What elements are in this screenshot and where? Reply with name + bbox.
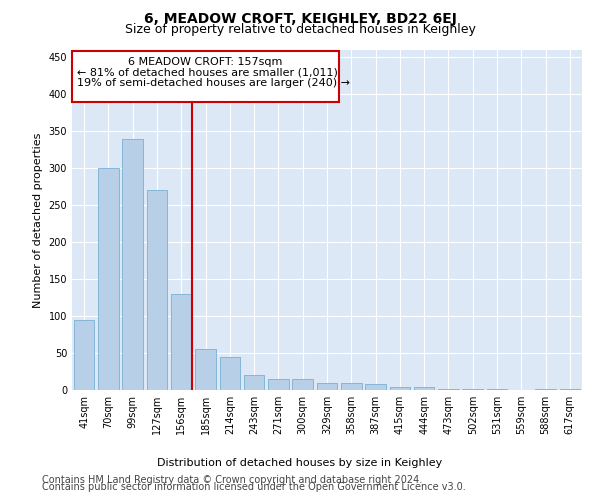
Bar bbox=[74, 320, 94, 390]
Text: Distribution of detached houses by size in Keighley: Distribution of detached houses by size … bbox=[157, 458, 443, 468]
Y-axis label: Number of detached properties: Number of detached properties bbox=[33, 132, 43, 308]
Bar bbox=[98, 168, 119, 390]
Bar bbox=[414, 387, 434, 390]
Bar bbox=[146, 190, 167, 390]
Bar bbox=[122, 138, 143, 390]
Bar bbox=[244, 375, 265, 390]
Bar bbox=[195, 350, 216, 390]
Text: Contains HM Land Registry data © Crown copyright and database right 2024.: Contains HM Land Registry data © Crown c… bbox=[42, 475, 422, 485]
Bar bbox=[365, 384, 386, 390]
Bar bbox=[292, 379, 313, 390]
FancyBboxPatch shape bbox=[72, 52, 339, 102]
Bar bbox=[389, 387, 410, 390]
Text: 19% of semi-detached houses are larger (240) →: 19% of semi-detached houses are larger (… bbox=[77, 78, 350, 88]
Bar bbox=[268, 379, 289, 390]
Bar bbox=[438, 388, 459, 390]
Text: 6, MEADOW CROFT, KEIGHLEY, BD22 6EJ: 6, MEADOW CROFT, KEIGHLEY, BD22 6EJ bbox=[143, 12, 457, 26]
Bar bbox=[317, 382, 337, 390]
Text: Size of property relative to detached houses in Keighley: Size of property relative to detached ho… bbox=[125, 22, 475, 36]
Text: Contains public sector information licensed under the Open Government Licence v3: Contains public sector information licen… bbox=[42, 482, 466, 492]
Text: 6 MEADOW CROFT: 157sqm: 6 MEADOW CROFT: 157sqm bbox=[128, 58, 283, 68]
Bar bbox=[171, 294, 191, 390]
Bar bbox=[341, 382, 362, 390]
Text: ← 81% of detached houses are smaller (1,011): ← 81% of detached houses are smaller (1,… bbox=[77, 68, 338, 78]
Bar bbox=[220, 356, 240, 390]
